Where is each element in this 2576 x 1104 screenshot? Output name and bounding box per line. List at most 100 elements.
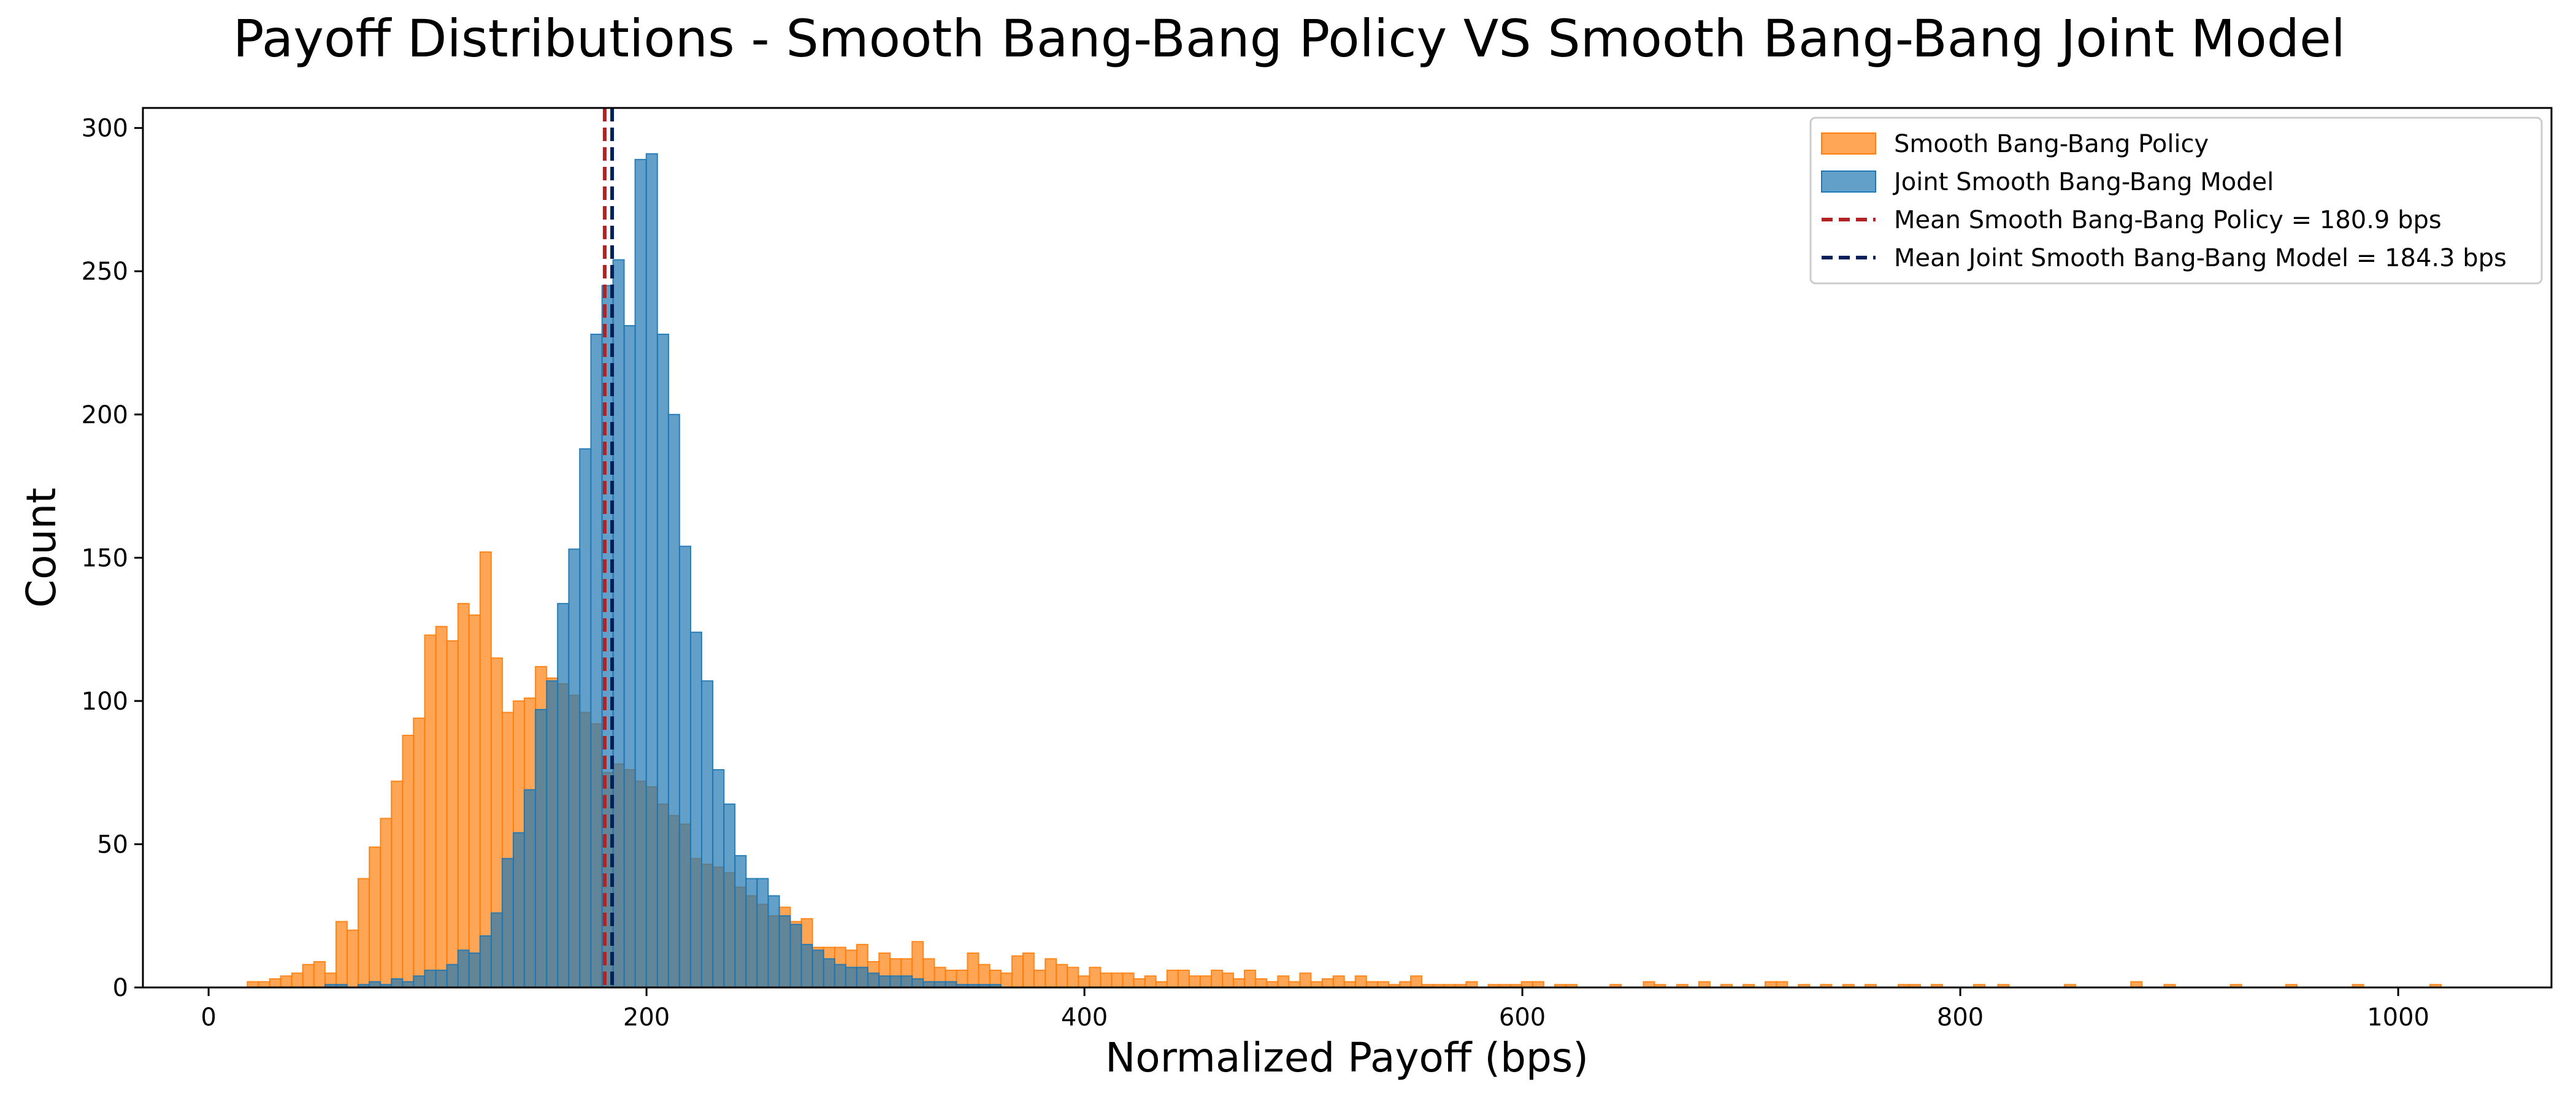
histogram-bar xyxy=(612,259,625,988)
histogram-bar xyxy=(1144,975,1157,988)
histogram-bar xyxy=(689,631,702,989)
y-tick-label: 0 xyxy=(113,974,128,1002)
histogram-bar xyxy=(457,603,470,988)
histogram-bar xyxy=(767,895,780,989)
histogram-bar xyxy=(568,548,581,988)
histogram-bar xyxy=(1410,975,1423,988)
histogram-bar xyxy=(1188,975,1201,988)
histogram-bar xyxy=(967,952,979,988)
histogram-bar xyxy=(479,551,492,988)
histogram-bar xyxy=(1056,964,1068,989)
histogram-bar xyxy=(424,634,437,988)
histogram-bar xyxy=(1211,969,1224,988)
histogram-bar xyxy=(778,915,791,988)
histogram-bar xyxy=(834,964,846,989)
histogram-bar xyxy=(1244,969,1257,988)
histogram-bar xyxy=(1222,972,1235,989)
histogram-bar xyxy=(789,924,802,988)
histogram-bar xyxy=(369,846,381,988)
legend: Smooth Bang-Bang Policy Joint Smooth Bang… xyxy=(1809,117,2543,285)
x-tick-label: 600 xyxy=(1499,1003,1546,1032)
histogram-bar xyxy=(878,975,891,988)
histogram-bar xyxy=(1067,967,1079,989)
histogram-bar xyxy=(523,789,536,988)
x-axis: 0 200 400 600 800 1000 xyxy=(201,987,2429,1032)
legend-box xyxy=(1809,117,2543,285)
histogram-bar xyxy=(745,878,758,988)
histogram-bar xyxy=(1011,955,1024,988)
histogram-bar xyxy=(501,857,514,989)
legend-label: Smooth Bang-Bang Policy xyxy=(1894,130,2209,158)
histogram-bar xyxy=(335,921,348,988)
histogram-bar xyxy=(800,943,813,989)
histogram-bar xyxy=(900,975,913,988)
histogram-bar xyxy=(701,680,714,988)
legend-swatch xyxy=(1821,171,1876,193)
histogram-bar xyxy=(391,780,404,988)
y-axis-label: Count xyxy=(18,488,65,608)
x-tick-label: 0 xyxy=(201,1003,216,1032)
legend-item-mean-policy: Mean Smooth Bang-Bang Policy = 180.9 bps xyxy=(1822,206,2442,234)
histogram-bar xyxy=(1233,978,1246,988)
histogram-bar xyxy=(712,769,725,988)
histogram-bar xyxy=(1199,975,1213,988)
legend-label: Mean Smooth Bang-Bang Policy = 180.9 bps xyxy=(1894,206,2442,234)
histogram-bar xyxy=(413,717,426,989)
histogram-bar xyxy=(479,935,492,989)
histogram-bar xyxy=(623,325,636,988)
histogram-bar xyxy=(391,978,404,988)
histogram-bar xyxy=(280,975,293,988)
histogram-bar xyxy=(380,818,393,989)
histogram-bar xyxy=(667,413,680,988)
histogram-bar xyxy=(546,680,559,988)
histogram-bar xyxy=(723,803,736,989)
legend-item-joint-model: Joint Smooth Bang-Bang Model xyxy=(1821,168,2274,196)
histogram-bar xyxy=(513,832,526,989)
mean-lines xyxy=(602,108,615,987)
histogram-bar xyxy=(535,708,548,989)
histogram-bar xyxy=(1022,952,1035,988)
plot-area xyxy=(142,107,2553,989)
y-tick-label: 200 xyxy=(82,401,128,429)
histogram-bar xyxy=(1332,975,1345,988)
y-tick-label: 300 xyxy=(82,115,128,143)
histogram-bar xyxy=(1133,978,1146,988)
histogram-bar xyxy=(468,614,481,988)
axes-frame xyxy=(142,107,2553,989)
histogram-bar xyxy=(1100,972,1113,989)
histogram-bar xyxy=(856,967,868,989)
legend-item-policy: Smooth Bang-Bang Policy xyxy=(1821,130,2209,158)
histogram-bar xyxy=(413,975,426,988)
histogram-bar xyxy=(656,334,670,988)
histogram-bar xyxy=(1354,975,1367,988)
histogram-bar xyxy=(1255,978,1268,988)
histogram-bar xyxy=(845,967,858,989)
y-tick-label: 50 xyxy=(97,830,128,859)
histogram-bar xyxy=(357,878,370,988)
histogram-bar xyxy=(679,545,692,988)
y-tick-label: 250 xyxy=(82,258,128,286)
legend-label: Joint Smooth Bang-Bang Model xyxy=(1892,168,2274,196)
histogram-bar xyxy=(889,975,902,988)
x-tick-label: 200 xyxy=(623,1003,670,1032)
histogram-bar xyxy=(1045,958,1057,989)
legend-item-mean-joint-model: Mean Joint Smooth Bang-Bang Model = 184.… xyxy=(1822,244,2507,272)
histogram-bar xyxy=(347,929,359,988)
histogram-bar xyxy=(468,952,481,988)
histogram-bar xyxy=(424,969,437,988)
histogram-bar xyxy=(1089,967,1102,989)
histogram-bar xyxy=(1166,969,1179,988)
histogram-bar xyxy=(579,448,592,988)
histogram-bar xyxy=(911,978,924,988)
x-tick-label: 1000 xyxy=(2367,1003,2429,1032)
y-tick-label: 150 xyxy=(82,544,128,572)
histogram-bar xyxy=(313,960,326,988)
histogram-bar xyxy=(490,912,504,989)
histogram-bar xyxy=(1000,972,1013,989)
histogram-bar xyxy=(557,603,570,988)
histogram-bar xyxy=(1033,969,1046,988)
x-tick-label: 800 xyxy=(1937,1003,1984,1032)
histogram-bar xyxy=(822,958,835,989)
x-tick-label: 400 xyxy=(1061,1003,1108,1032)
